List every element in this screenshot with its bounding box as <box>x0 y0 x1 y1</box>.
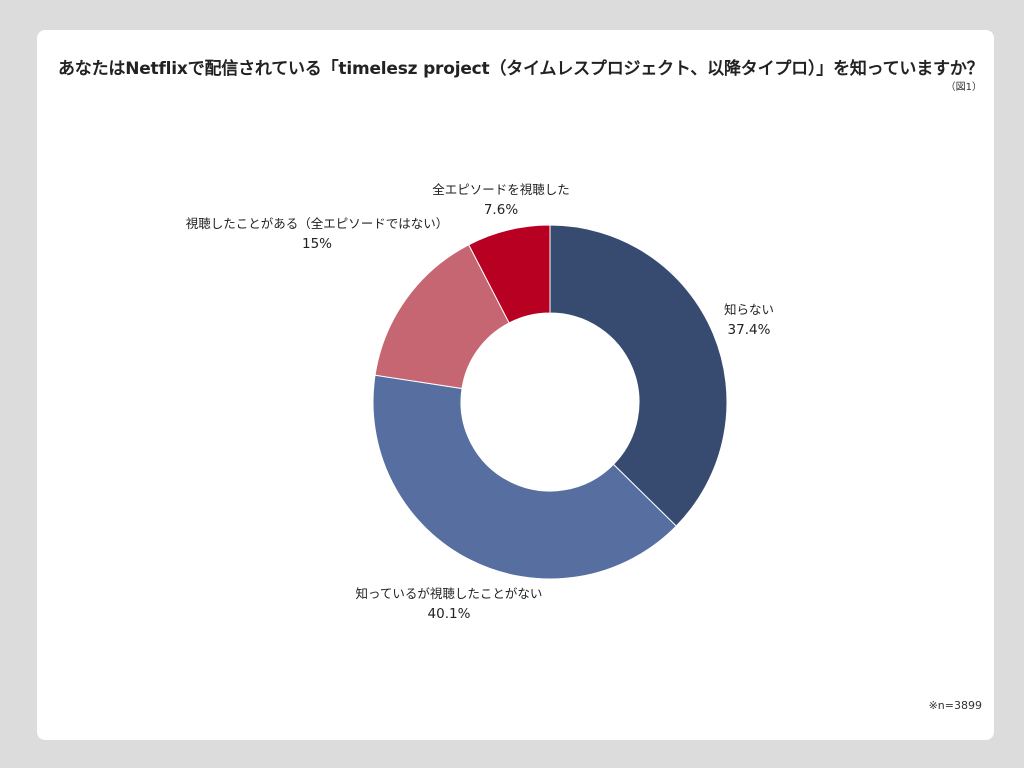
slice-value-2: 40.1% <box>428 606 471 622</box>
donut-slice-2 <box>372 374 677 580</box>
slice-value-3: 15% <box>302 236 332 252</box>
chart-title: あなたはNetflixで配信されている「timelesz project（タイム… <box>58 59 984 79</box>
donut-slices <box>372 224 728 580</box>
figure-label: （図1） <box>945 82 982 93</box>
slice-label-1: 知らない <box>724 302 774 317</box>
chart-card: あなたはNetflixで配信されている「timelesz project（タイム… <box>37 30 994 740</box>
sample-size-note: ※n=3899 <box>928 699 982 712</box>
slice-label-2: 知っているが視聴したことがない <box>356 586 543 601</box>
slice-label-4: 全エピソードを視聴した <box>432 182 570 197</box>
donut-slice-4 <box>468 224 551 324</box>
slice-label-3: 視聴したことがある（全エピソードではない） <box>186 216 449 231</box>
donut-slice-3 <box>374 244 510 390</box>
slice-value-1: 37.4% <box>728 322 771 338</box>
donut-slice-1 <box>549 224 728 527</box>
slice-labels: 知らない 37.4% 知っているが視聴したことがない 40.1% 視聴したことがある（全… <box>186 182 774 622</box>
slice-value-4: 7.6% <box>484 202 518 218</box>
